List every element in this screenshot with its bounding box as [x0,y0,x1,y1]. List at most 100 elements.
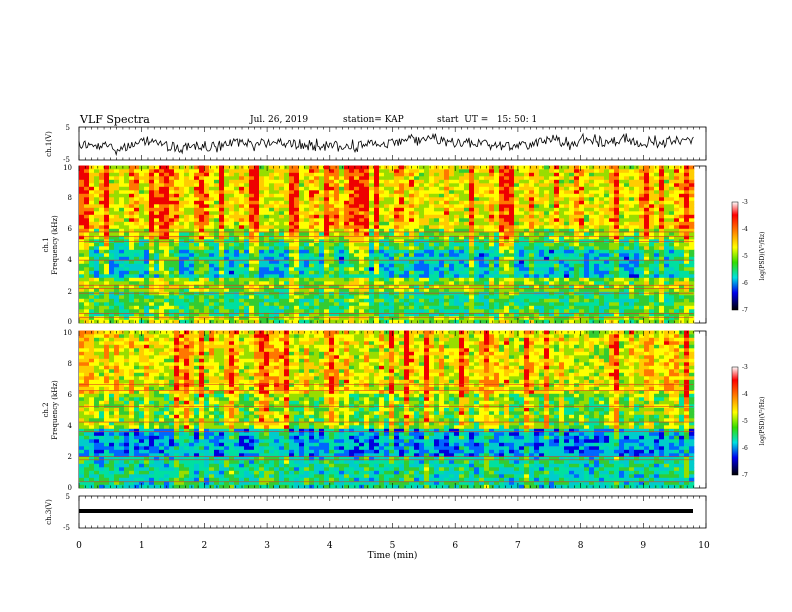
spectrogram-cell [504,305,510,310]
spectrogram-cell [379,312,385,317]
spectrogram-cell [554,179,560,184]
spectrogram-cell [254,183,260,187]
spectrogram-cell [579,235,585,240]
spectrogram-cell [374,193,380,198]
spectrogram-cell [384,207,390,212]
spectrogram-cell [184,214,190,219]
spectrogram-cell [304,274,310,278]
spectrogram-cell [464,249,470,254]
spectrogram-cell [574,165,580,170]
spectrogram-cell [184,249,190,254]
spectrogram-cell [269,211,275,215]
spectrogram-cell [419,193,425,198]
spectrogram-cell [124,176,130,180]
spectrogram-cell [514,253,520,257]
spectrogram-cell [414,281,420,285]
spectrogram-cell [344,221,350,226]
spectrogram-cell [324,190,330,194]
spectrogram-cell [559,309,565,313]
spectrogram-cell [114,277,120,282]
spectrogram-cell [539,260,545,264]
spectrogram-cell [249,179,255,184]
spectrogram-cell [314,263,320,268]
spectrogram-cell [404,207,410,212]
spectrogram-cell [469,305,475,310]
spectrogram-cell [269,235,275,240]
spectrogram-cell [529,288,535,292]
spectrogram-cell [84,218,90,222]
spectrogram-cell [269,260,275,264]
spectrogram-cell [459,169,465,173]
spectrogram-cell [149,302,155,306]
spectrogram-cell [499,179,505,184]
spectrogram-cell [379,179,385,184]
spectrogram-cell [494,193,500,198]
spectrogram-cell [304,309,310,313]
spectrogram-cell [569,267,575,271]
spectrogram-cell [489,302,495,306]
spectrogram-cell [384,312,390,317]
spectrogram-cell [459,197,465,201]
spectrogram-cell [544,204,550,208]
spectrogram-cell [234,214,240,219]
spectrogram-cell [254,218,260,222]
spectrogram-cell [314,319,320,324]
spectrogram-cell [499,253,505,257]
spectrogram-cell [364,312,370,317]
spectrogram-cell [144,288,150,292]
spectrogram-cell [384,274,390,278]
spectrogram-cell [544,207,550,212]
spectrogram-cell [379,228,385,233]
spectrogram-cell [419,204,425,208]
spectrogram-cell [409,249,415,254]
spectrogram-cell [349,197,355,201]
spectrogram-cell [194,165,200,170]
spectrogram-cell [519,179,525,184]
spectrogram-cell [589,309,595,313]
spectrogram-cell [369,288,375,292]
spectrogram-cell [379,200,385,205]
spectrogram-cell [329,253,335,257]
spectrogram-cell [249,200,255,205]
spectrogram-cell [259,200,265,205]
spectrogram-cell [94,211,100,215]
spectrogram-cell [549,169,555,173]
spectrogram-cell [294,214,300,219]
spectrogram-cell [429,172,435,177]
spectrogram-cell [599,260,605,264]
spectrogram-cell [319,218,325,222]
spectrogram-cell [284,312,290,317]
spectrogram-cell [264,312,270,317]
spectrogram-cell [284,221,290,226]
spectrogram-cell [414,169,420,173]
spectrogram-cell [114,246,120,250]
spectrogram-cell [289,246,295,250]
spectrogram-cell [564,281,570,285]
spectrogram-cell [459,295,465,299]
spectrogram-cell [369,274,375,278]
spectrogram-cell [534,246,540,250]
spectrogram-cell [449,284,455,289]
spectrogram-cell [129,309,135,313]
spectrogram-cell [349,169,355,173]
spectrogram-cell [404,309,410,313]
spectrogram-cell [489,305,495,310]
spectrogram-cell [214,270,220,275]
spectrogram-cell [509,200,515,205]
spectrogram-cell [249,270,255,275]
spectrogram-cell [269,312,275,317]
spectrogram-cell [144,260,150,264]
spectrogram-cell [169,295,175,299]
spectrogram-cell [264,260,270,264]
spectrogram-cell [409,214,415,219]
spectrogram-cell [404,169,410,173]
spectrogram-cell [504,204,510,208]
spectrogram-cell [99,176,105,180]
spectrogram-cell [474,211,480,215]
spectrogram-cell [259,256,265,261]
spectrogram-cell [594,302,600,306]
spectrogram-cell [599,207,605,212]
spectrogram-cell [604,267,610,271]
spectrogram-cell [139,176,145,180]
